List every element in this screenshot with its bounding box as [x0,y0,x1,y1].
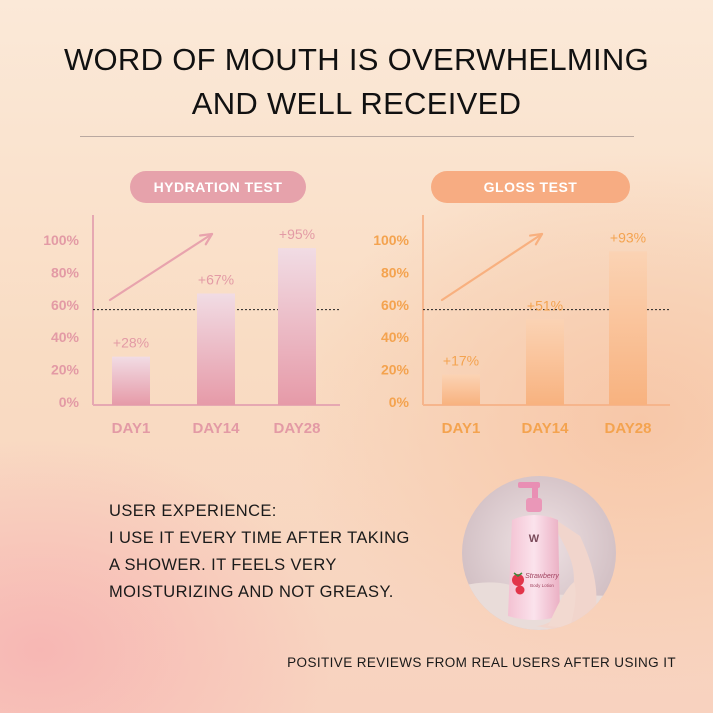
category-label: DAY1 [112,420,151,437]
y-tick-label: 100% [373,232,409,248]
user-experience-heading: USER EXPERIENCE: [109,502,277,520]
arrow-head-icon [529,232,544,246]
arrow-head-icon [198,232,214,246]
y-tick-label: 60% [51,297,80,313]
strawberry-icon [512,574,524,586]
product-label-sub: Body Lotion [530,583,554,588]
user-experience-line: I USE IT EVERY TIME AFTER TAKING [109,529,410,547]
bar-day28 [609,251,647,405]
bar-day14 [197,293,235,405]
page-title-line2: AND WELL RECEIVED [191,86,522,121]
trend-arrow-icon [440,232,544,302]
data-label: +67% [198,271,234,287]
gloss-chart-group: 0% 20% 40% 60% 80% 100% +17% DAY1 +51% DAY14 +93% D… [373,215,670,437]
title-divider [80,136,634,137]
category-label: DAY28 [274,420,321,437]
data-label: +51% [527,297,563,313]
product-label-name: Strawberry [525,573,559,580]
y-tick-label: 20% [51,362,80,378]
bar-day1 [112,356,150,405]
hydration-chart-group: 0% 20% 40% 60% 80% 100% +28% DAY1 +67% DAY14 +95% D… [43,215,340,437]
category-label: DAY14 [193,420,241,437]
user-experience-line: A SHOWER. IT FEELS VERY [109,556,337,574]
footer-text: POSITIVE REVIEWS FROM REAL USERS AFTER U… [287,655,676,670]
y-tick-label: 80% [381,264,410,280]
y-tick-label: 80% [51,264,80,280]
product-photo: W Strawberry Body Lotion [462,476,616,630]
bar-day28 [278,248,316,405]
bar-day14 [526,319,564,405]
y-tick-label: 40% [381,329,410,345]
hydration-test-pill: HYDRATION TEST [130,171,306,203]
category-label: DAY1 [442,420,481,437]
trend-arrow-icon [108,232,214,302]
user-experience-text: USER EXPERIENCE: I USE IT EVERY TIME AFT… [109,498,410,606]
page-title: WORD OF MOUTH IS OVERWHELMING AND WELL R… [0,38,713,126]
y-tick-label: 40% [51,329,80,345]
page-title-line1: WORD OF MOUTH IS OVERWHELMING [63,42,650,77]
bar-day1 [442,374,480,405]
category-label: DAY28 [605,420,652,437]
y-tick-label: 20% [381,362,410,378]
product-brand-mark: W [529,533,540,545]
y-tick-label: 0% [389,394,410,410]
data-label: +17% [443,352,479,368]
gloss-test-pill: GLOSS TEST [431,171,630,203]
y-tick-label: 60% [381,297,410,313]
strawberry-icon [515,585,525,595]
y-tick-label: 0% [59,394,80,410]
category-label: DAY14 [522,420,570,437]
data-label: +28% [113,335,149,351]
data-label: +95% [279,226,315,242]
data-label: +93% [610,229,646,245]
y-tick-label: 100% [43,232,79,248]
user-experience-line: MOISTURIZING AND NOT GREASY. [109,583,394,601]
